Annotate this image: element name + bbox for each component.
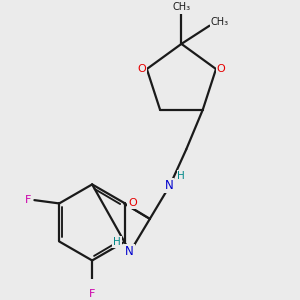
Text: CH₃: CH₃ (172, 2, 190, 12)
Text: H: H (113, 237, 121, 247)
Text: CH₃: CH₃ (210, 17, 229, 27)
Text: O: O (137, 64, 146, 74)
Text: F: F (89, 289, 95, 299)
Text: O: O (217, 64, 225, 74)
Text: O: O (128, 199, 137, 208)
Text: H: H (177, 171, 185, 181)
Text: N: N (125, 245, 134, 258)
Text: N: N (165, 179, 173, 192)
Text: F: F (25, 195, 31, 205)
